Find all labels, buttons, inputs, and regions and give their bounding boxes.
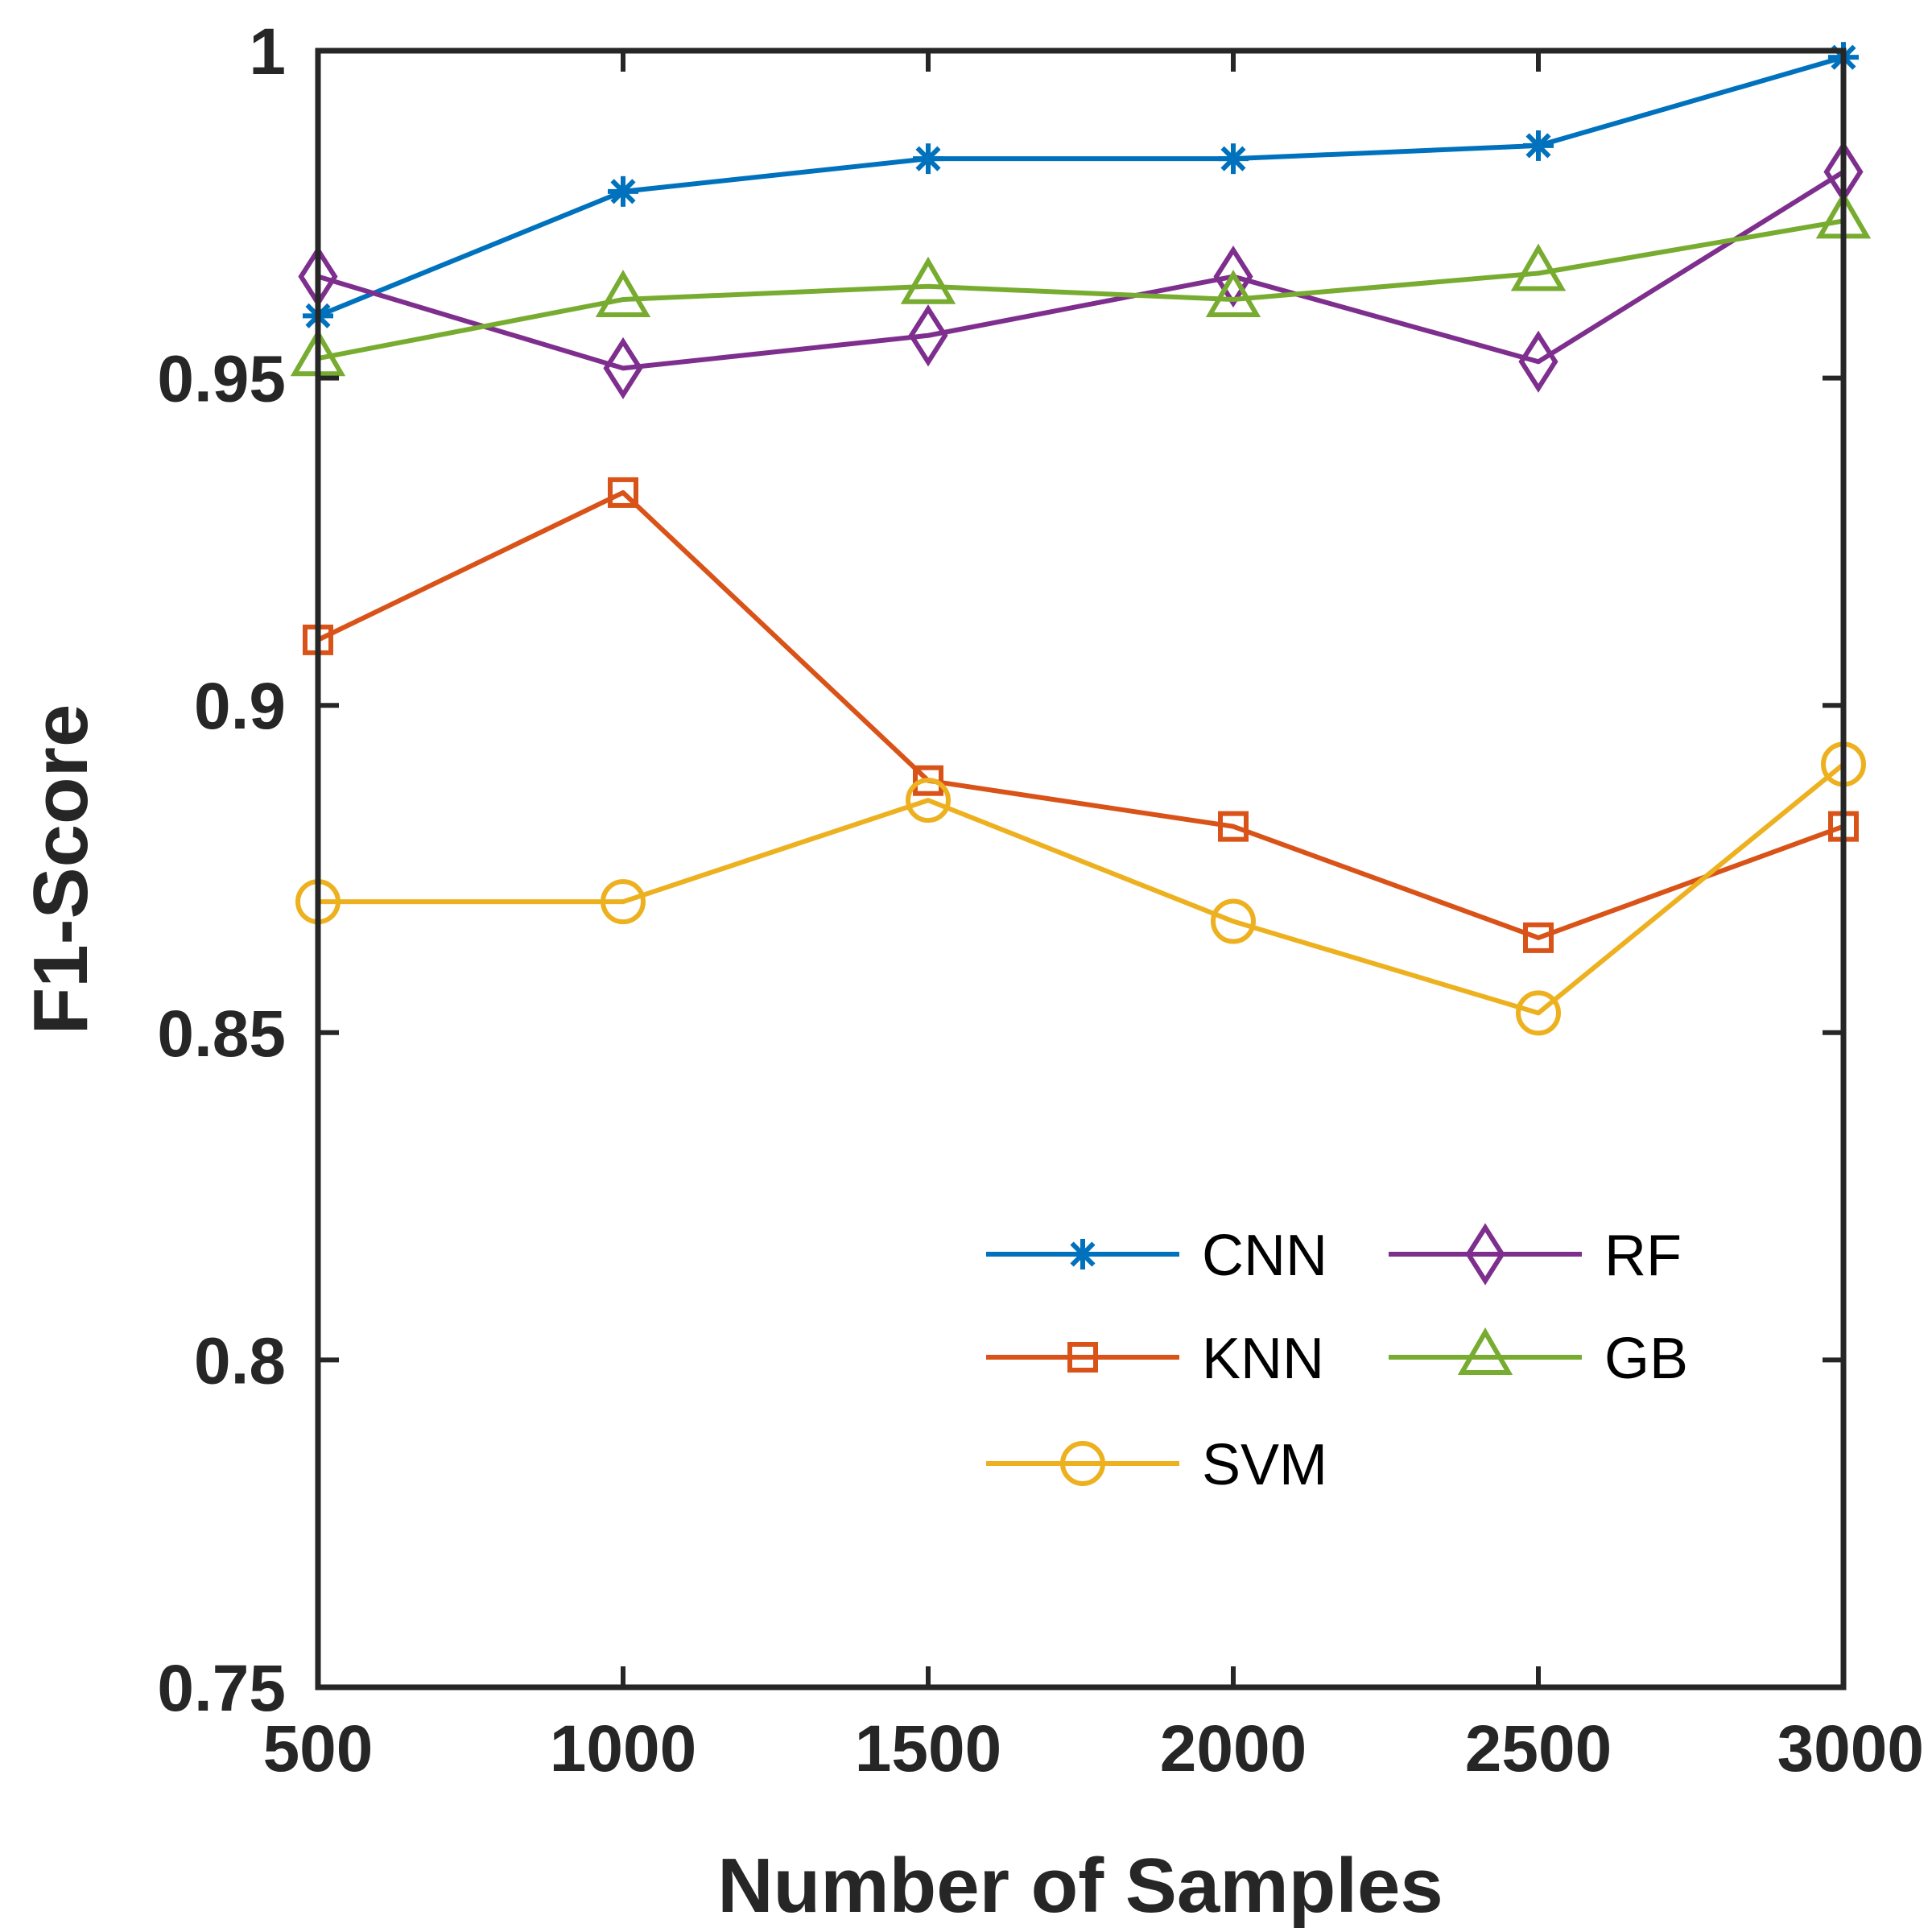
data-point-gb-2000 [1205,270,1261,318]
y-tick-label-0.85: 0.85 [157,997,286,1071]
x-tick-label-3000: 3000 [1777,1712,1924,1785]
legend-marker-gb [1457,1327,1513,1375]
legend-label-knn: KNN [1202,1327,1324,1391]
legend-item-knn: KNN [986,1327,1324,1391]
series-line-knn [316,489,1845,940]
legend-marker-cnn [1067,1239,1098,1269]
axis-ticks [316,48,1846,1690]
legend-label-rf: RF [1604,1224,1682,1288]
x-tick-label-2500: 2500 [1465,1712,1612,1785]
legend-label-svm: SVM [1202,1433,1327,1497]
data-point-rf-2500 [1518,330,1558,393]
x-axis-title: Number of Samples [717,1843,1443,1929]
x-tick-label-1500: 1500 [855,1712,1001,1785]
legend-item-svm: SVM [986,1433,1327,1497]
legend-label-cnn: CNN [1202,1224,1327,1288]
data-point-svm-1500 [906,778,951,824]
data-point-svm-1000 [601,879,646,925]
y-tick-label-0.9: 0.9 [194,670,286,743]
x-tick-label-1000: 1000 [550,1712,696,1785]
tick-labels: 500 1000 1500 2000 2500 3000 0.75 0.8 0.85 0.9 0.9… [157,15,1924,1785]
legend-marker-rf [1465,1223,1505,1286]
data-point-gb-1500 [900,256,956,304]
y-tick-label-0.75: 0.75 [157,1652,286,1725]
legend-marker-knn [1067,1342,1098,1373]
series-line-cnn [316,55,1844,319]
data-point-svm-2000 [1211,898,1256,944]
data-point-knn-1000 [608,477,638,508]
legend-marker-svm [1060,1441,1105,1486]
legend-item-cnn: CNN [986,1224,1327,1288]
series-line-gb [317,218,1844,361]
data-point-rf-1000 [603,336,643,399]
series-line-rf [317,169,1845,371]
data-point-cnn-2500 [1523,130,1554,161]
x-tick-label-2000: 2000 [1160,1712,1307,1785]
y-tick-label-0.95: 0.95 [157,343,286,416]
x-tick-label-500: 500 [263,1712,374,1785]
legend-item-gb: GB [1389,1327,1688,1391]
data-point-svm-2500 [1516,990,1561,1036]
legend-item-rf: RF [1389,1223,1682,1288]
data-point-rf-2000 [1213,245,1253,308]
data-point-gb-2500 [1510,243,1567,291]
data-point-cnn-1000 [608,175,638,207]
data-point-cnn-2000 [1218,143,1249,175]
legend-label-gb: GB [1604,1327,1688,1391]
data-point-rf-1500 [908,304,948,367]
data-point-knn-2500 [1523,922,1554,953]
y-axis-title: F1-Score [18,704,104,1035]
axes-box [315,47,1847,1690]
plot-marks [290,42,1872,1036]
data-point-knn-2000 [1218,811,1249,842]
series-line-svm [318,762,1845,1016]
legend: CNN KNN SVM RF GB [986,1223,1688,1497]
data-point-cnn-1500 [913,143,943,175]
y-tick-label-1: 1 [249,15,286,89]
y-tick-label-0.8: 0.8 [194,1324,286,1397]
data-point-knn-1500 [913,765,943,796]
data-point-gb-1000 [595,270,651,318]
